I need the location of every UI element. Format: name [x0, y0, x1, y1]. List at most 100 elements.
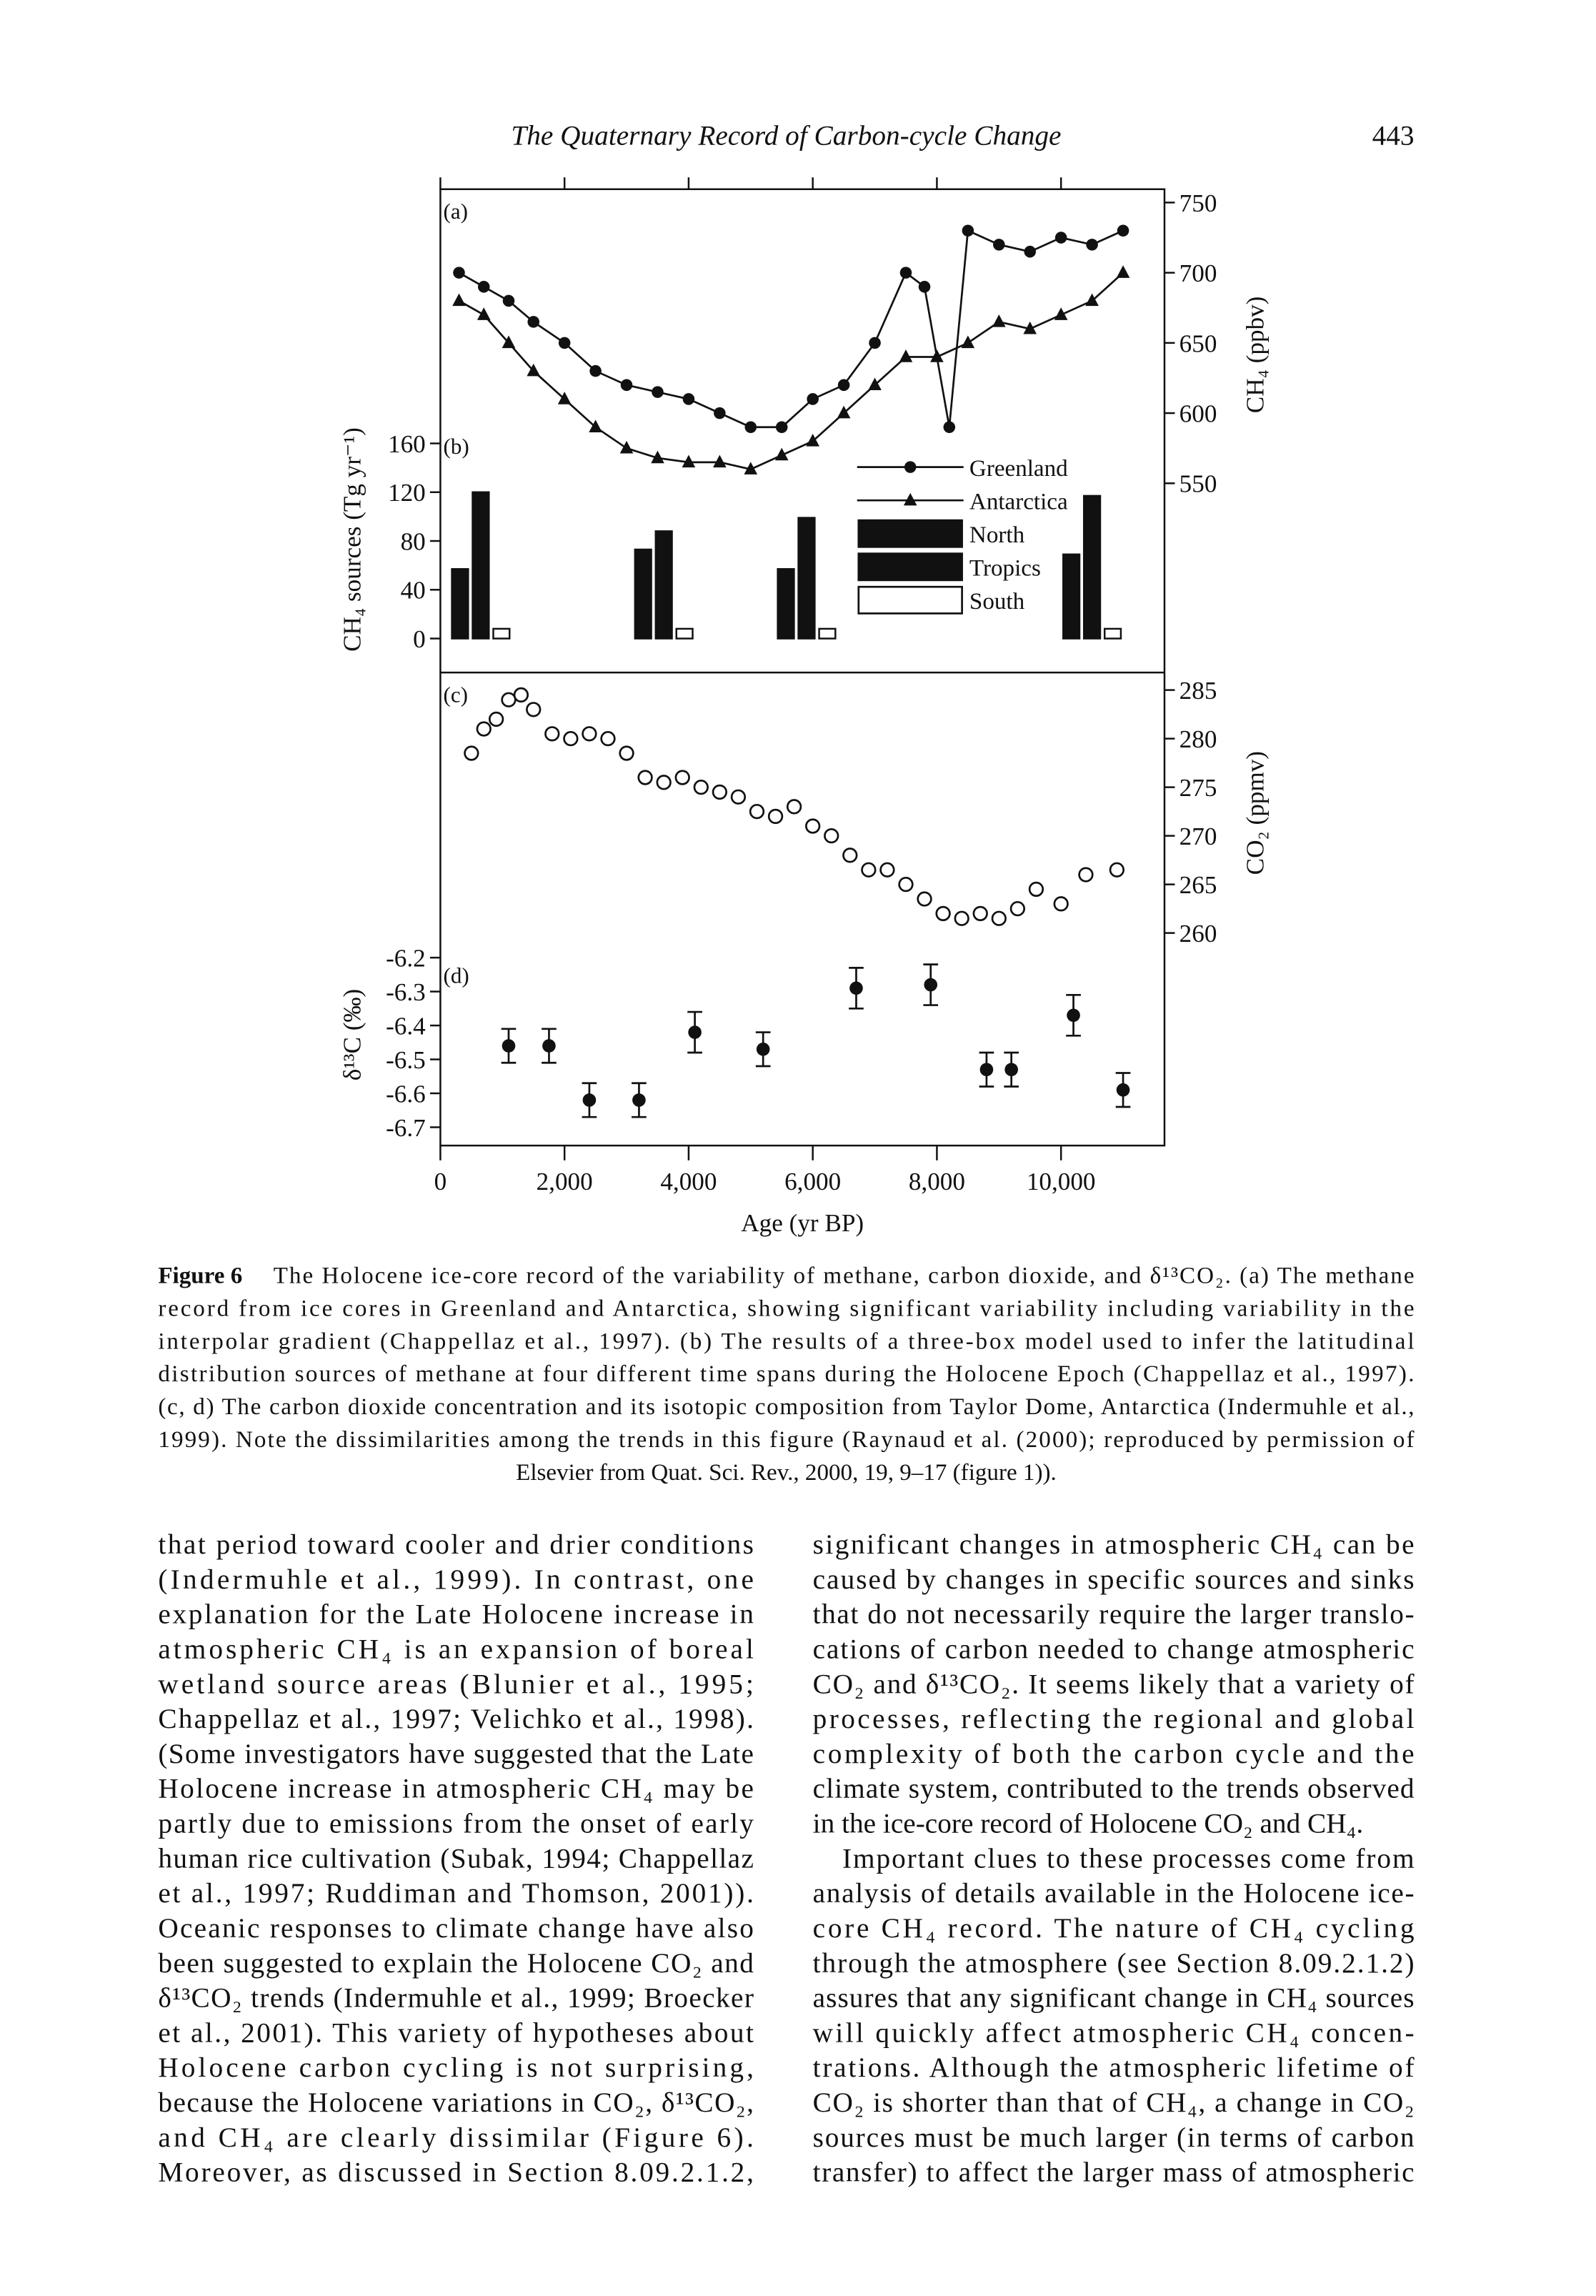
- marker: [807, 393, 819, 405]
- marker: [557, 392, 572, 404]
- marker: [688, 1025, 702, 1039]
- marker: [954, 910, 969, 926]
- marker: [488, 711, 504, 727]
- y-tick-label: 40: [401, 577, 426, 605]
- marker: [558, 337, 571, 349]
- legend-swatch: [857, 585, 963, 615]
- marker: [786, 799, 802, 815]
- y2-tick-label: 260: [1179, 920, 1217, 948]
- marker: [744, 462, 758, 474]
- marker: [806, 434, 819, 447]
- body-line: CO₂ and δ¹³CO₂. It seems likely that a v…: [813, 1668, 1415, 1699]
- x-tick-label: 0: [434, 1168, 447, 1196]
- body-line: (Indermuhle et al., 1999). In contrast, …: [158, 1564, 754, 1595]
- marker: [824, 828, 839, 844]
- marker: [477, 307, 491, 320]
- panel-label: (b): [444, 434, 469, 459]
- y-tick-label: 0: [413, 625, 426, 653]
- body-line: caused by changes in specific sources an…: [813, 1564, 1415, 1595]
- marker: [842, 848, 858, 863]
- marker: [513, 687, 529, 703]
- y2-tick-label: 550: [1179, 470, 1217, 498]
- y2-tick-label: 650: [1179, 329, 1217, 357]
- legend-marker: [904, 461, 917, 473]
- bar: [472, 491, 490, 640]
- bar: [797, 517, 816, 640]
- marker: [898, 876, 914, 893]
- marker: [899, 349, 913, 362]
- marker: [682, 393, 695, 405]
- marker: [693, 779, 709, 795]
- y-tick-label: -6.4: [386, 1012, 426, 1040]
- x-tick-label: 10,000: [1027, 1168, 1096, 1196]
- x-tick-label: 4,000: [660, 1168, 717, 1196]
- marker: [1023, 321, 1037, 334]
- body-line: will quickly affect atmospheric CH₄ conc…: [813, 2017, 1415, 2048]
- caption-line: record from ice cores in Greenland and A…: [158, 1296, 1414, 1321]
- y-tick-label: 120: [388, 479, 426, 507]
- marker: [632, 1093, 646, 1107]
- y-tick-label: -6.5: [386, 1046, 426, 1074]
- bar: [1082, 495, 1102, 640]
- panel-label: (d): [444, 963, 469, 988]
- panel-label: (c): [444, 682, 468, 707]
- marker: [1117, 224, 1129, 237]
- body-line: assures that any significant change in C…: [813, 1982, 1415, 2014]
- y2-tick-label: 270: [1179, 823, 1217, 850]
- y2-tick-label: 700: [1179, 259, 1217, 287]
- marker: [502, 335, 516, 349]
- caption-label: Figure 6: [158, 1263, 242, 1288]
- marker: [674, 770, 690, 785]
- marker: [749, 803, 765, 820]
- marker: [502, 294, 515, 307]
- marker: [477, 281, 490, 293]
- legend-label: Antarctica: [969, 489, 1068, 515]
- marker: [712, 784, 728, 800]
- marker: [651, 450, 664, 464]
- bar: [777, 568, 795, 640]
- legend-label: Greenland: [969, 456, 1068, 482]
- marker: [527, 363, 541, 377]
- marker: [1054, 307, 1068, 320]
- marker: [837, 405, 851, 419]
- y-tick-label: 160: [388, 430, 426, 458]
- x-tick-label: 8,000: [909, 1168, 965, 1196]
- marker: [1024, 245, 1037, 258]
- body-line: human rice cultivation (Subak, 1994; Cha…: [158, 1842, 754, 1874]
- marker: [979, 1063, 994, 1077]
- marker: [805, 818, 821, 834]
- marker: [1085, 293, 1099, 307]
- marker: [453, 267, 465, 279]
- y-axis-label: δ¹³C (‰): [339, 989, 366, 1080]
- marker: [452, 293, 466, 307]
- marker: [600, 730, 616, 747]
- body-line: through the atmosphere (see Section 8.09…: [813, 1947, 1415, 1979]
- marker: [656, 775, 672, 790]
- y-tick-label: -6.3: [386, 978, 426, 1006]
- bar: [634, 548, 652, 640]
- marker: [993, 239, 1005, 251]
- marker: [1054, 232, 1067, 244]
- marker: [775, 421, 788, 434]
- marker: [714, 407, 726, 419]
- marker: [756, 1042, 770, 1056]
- y2-tick-label: 600: [1179, 400, 1217, 428]
- body-line: that period toward cooler and drier cond…: [158, 1529, 754, 1560]
- y2-tick-label: 285: [1179, 677, 1217, 705]
- marker: [637, 770, 653, 785]
- caption-line: distribution sources of methane at four …: [158, 1361, 1414, 1387]
- body-line: Chappellaz et al., 1997; Velichko et al.…: [158, 1703, 754, 1734]
- y2-tick-label: 280: [1179, 725, 1217, 753]
- body-line: CO₂ is shorter than that of CH₄, a chang…: [813, 2087, 1415, 2118]
- marker: [563, 730, 579, 747]
- body-line: transfer) to affect the larger mass of a…: [813, 2157, 1415, 2188]
- caption-line: interpolar gradient (Chappellaz et al., …: [158, 1328, 1414, 1354]
- marker: [589, 419, 602, 432]
- body-line: that do not necessarily require the larg…: [813, 1599, 1415, 1630]
- marker: [849, 981, 863, 995]
- marker: [652, 386, 664, 398]
- marker: [774, 447, 789, 461]
- body-line: Holocene increase in atmospheric CH₄ may…: [158, 1773, 754, 1804]
- marker: [1067, 1008, 1080, 1023]
